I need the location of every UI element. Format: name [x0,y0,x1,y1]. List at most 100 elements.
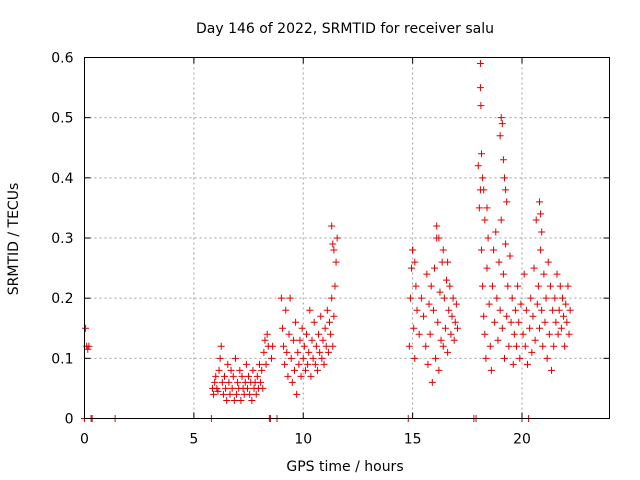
data-point [331,282,339,290]
x-tick-label: 10 [294,432,312,448]
data-point [329,240,337,248]
data-point [505,342,513,350]
data-point [562,300,570,308]
data-point [315,330,323,338]
data-point [257,378,265,386]
data-point [424,360,432,368]
data-point [411,258,419,266]
data-point [320,360,328,368]
data-point [447,330,455,338]
data-point [506,252,514,260]
data-point [256,360,263,368]
data-point [321,324,329,332]
data-point [507,318,515,326]
data-point [553,270,561,278]
data-point [440,294,448,302]
data-point [550,342,558,350]
y-tick-label: 0.5 [51,111,73,127]
data-point [297,372,305,380]
data-point [510,330,518,338]
data-point [408,264,416,272]
data-point [540,270,548,278]
data-point [437,336,445,344]
data-point [502,240,510,248]
data-point [227,366,235,374]
data-point [519,330,527,338]
data-point [538,306,546,314]
data-point [513,342,521,350]
data-point [504,282,512,290]
data-point [309,354,317,362]
x-tick-labels: 0 5 10 15 20 [80,432,531,448]
data-point [229,372,237,380]
data-point [330,246,338,254]
data-point [565,330,573,338]
data-point [444,258,452,266]
data-point [252,390,260,398]
data-point [289,336,297,344]
data-point [417,294,425,302]
data-point [536,324,543,332]
data-point [221,372,228,380]
data-point [226,390,234,398]
data-point [492,228,500,236]
data-point [427,282,435,290]
data-point [429,306,437,314]
data-point [529,312,537,320]
data-point [521,342,529,350]
data-point [298,324,306,332]
data-point [479,282,487,290]
data-point [412,282,420,290]
data-point [501,174,508,182]
data-point [479,174,487,182]
data-point [481,330,489,338]
data-point [282,306,290,314]
data-point [499,156,507,164]
data-point [219,390,227,398]
data-point [543,354,551,362]
data-point [499,270,507,278]
data-point [324,348,332,356]
data-point [441,324,449,332]
data-point [330,312,338,320]
data-point [243,384,251,392]
data-point [84,345,92,353]
data-point [482,354,490,362]
data-point [502,186,510,194]
y-tick-label: 0.4 [51,171,73,187]
data-point [483,204,491,212]
data-point [332,258,340,266]
data-point [528,348,536,356]
y-tick-label: 0.2 [51,291,73,307]
data-point [260,348,268,356]
data-point [301,366,309,374]
data-point [262,360,270,368]
data-points [81,60,574,422]
data-point [483,264,491,272]
data-point [476,84,484,92]
data-point [308,336,316,344]
data-point [278,324,286,332]
data-point [485,300,493,308]
data-point [527,294,535,302]
data-point [246,390,254,398]
data-point [224,360,232,368]
data-point [564,282,572,290]
data-point [406,294,414,302]
data-point [477,102,485,110]
data-point [281,360,289,368]
data-point [85,342,93,350]
data-point [328,294,336,302]
data-point [446,282,454,290]
y-tick-label: 0 [65,412,74,428]
data-point [545,330,553,338]
data-point [261,336,269,344]
data-point [306,306,314,314]
data-point [546,282,554,290]
data-point [496,306,504,314]
data-point [433,222,441,230]
data-point [538,228,546,236]
data-point [497,216,505,224]
data-point [326,318,333,326]
